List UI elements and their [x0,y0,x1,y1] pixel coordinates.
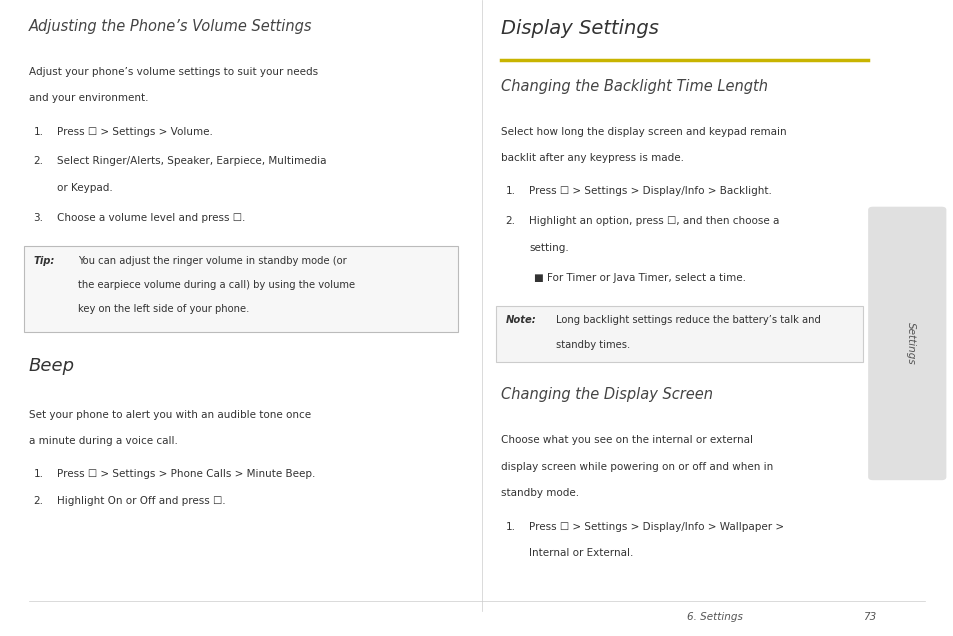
Text: a minute during a voice call.: a minute during a voice call. [29,436,177,446]
Text: 1.: 1. [33,469,43,480]
Text: Internal or External.: Internal or External. [529,548,633,558]
Text: Press ☐ > Settings > Phone Calls > Minute Beep.: Press ☐ > Settings > Phone Calls > Minut… [57,469,315,480]
Text: Beep: Beep [29,357,74,375]
Text: Adjust your phone’s volume settings to suit your needs: Adjust your phone’s volume settings to s… [29,67,317,77]
Text: 1.: 1. [33,127,43,137]
Text: Long backlight settings reduce the battery’s talk and: Long backlight settings reduce the batte… [556,315,821,326]
Text: or Keypad.: or Keypad. [57,183,112,193]
Text: Adjusting the Phone’s Volume Settings: Adjusting the Phone’s Volume Settings [29,19,312,34]
Text: 2.: 2. [505,216,515,226]
Text: Changing the Display Screen: Changing the Display Screen [500,387,712,403]
Text: standby times.: standby times. [556,340,630,350]
Text: Select how long the display screen and keypad remain: Select how long the display screen and k… [500,127,785,137]
Text: 1.: 1. [505,186,515,197]
Text: the earpiece volume during a call) by using the volume: the earpiece volume during a call) by us… [78,280,355,290]
Text: standby mode.: standby mode. [500,488,578,499]
Text: Press ☐ > Settings > Display/Info > Wallpaper >: Press ☐ > Settings > Display/Info > Wall… [529,522,783,532]
Text: setting.: setting. [529,243,569,253]
FancyBboxPatch shape [496,306,862,362]
Text: Choose a volume level and press ☐.: Choose a volume level and press ☐. [57,213,245,223]
Text: Settings: Settings [905,322,915,365]
Text: key on the left side of your phone.: key on the left side of your phone. [78,304,250,314]
Text: Press ☐ > Settings > Volume.: Press ☐ > Settings > Volume. [57,127,213,137]
Text: 2.: 2. [33,156,43,167]
Text: Display Settings: Display Settings [500,19,658,38]
Text: Set your phone to alert you with an audible tone once: Set your phone to alert you with an audi… [29,410,311,420]
Text: Choose what you see on the internal or external: Choose what you see on the internal or e… [500,435,752,445]
Text: backlit after any keypress is made.: backlit after any keypress is made. [500,153,683,163]
Text: Select Ringer/Alerts, Speaker, Earpiece, Multimedia: Select Ringer/Alerts, Speaker, Earpiece,… [57,156,326,167]
Text: You can adjust the ringer volume in standby mode (or: You can adjust the ringer volume in stan… [78,256,347,266]
Text: Tip:: Tip: [33,256,54,266]
Text: Highlight an option, press ☐, and then choose a: Highlight an option, press ☐, and then c… [529,216,779,226]
Text: display screen while powering on or off and when in: display screen while powering on or off … [500,462,772,472]
FancyBboxPatch shape [867,207,945,480]
Text: 3.: 3. [33,213,43,223]
FancyBboxPatch shape [24,246,457,332]
Text: 1.: 1. [505,522,515,532]
Text: 73: 73 [862,612,876,622]
Text: and your environment.: and your environment. [29,93,148,104]
Text: Note:: Note: [505,315,536,326]
Text: Press ☐ > Settings > Display/Info > Backlight.: Press ☐ > Settings > Display/Info > Back… [529,186,772,197]
Text: Highlight On or Off and press ☐.: Highlight On or Off and press ☐. [57,496,226,506]
Text: Changing the Backlight Time Length: Changing the Backlight Time Length [500,79,767,94]
Text: ■ For Timer or Java Timer, select a time.: ■ For Timer or Java Timer, select a time… [534,273,745,283]
Text: 2.: 2. [33,496,43,506]
Text: 6. Settings: 6. Settings [686,612,742,622]
